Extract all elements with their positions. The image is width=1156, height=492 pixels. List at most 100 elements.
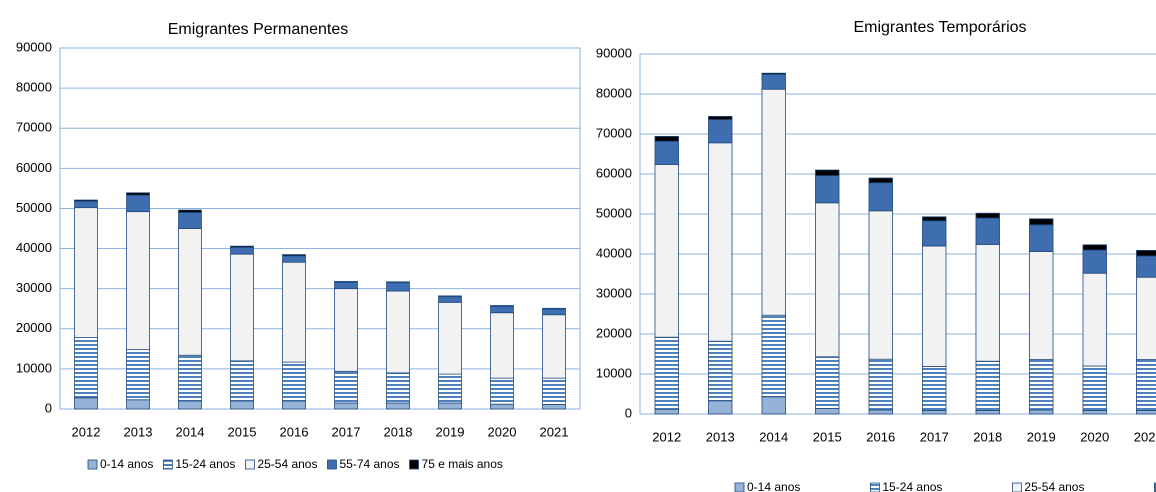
x-tick-label: 2021 [1134, 429, 1156, 444]
bar-segment [74, 200, 98, 209]
x-tick-label: 2014 [759, 429, 788, 444]
bar-segment [230, 400, 254, 410]
bar-segment [708, 116, 733, 121]
bar-segment [654, 140, 679, 165]
legend-label: 25-54 anos [1024, 480, 1084, 492]
bar-segment [126, 211, 150, 351]
bar-segment [868, 210, 893, 360]
bar-segment [334, 281, 358, 283]
bar-segment [282, 400, 306, 410]
y-tick-label: 90000 [596, 45, 632, 60]
x-tick-label: 2020 [1080, 429, 1109, 444]
bar-segment [178, 400, 202, 410]
bar-segment [815, 169, 840, 176]
bar-segment [542, 377, 566, 405]
bar-segment [386, 372, 410, 404]
bar-segment [761, 74, 786, 90]
legend-swatch [162, 459, 173, 470]
bar-segment [868, 409, 893, 415]
bar-segment [815, 356, 840, 409]
x-tick-label: 2019 [1027, 429, 1056, 444]
bar-segment [490, 377, 514, 405]
bar-segment [868, 177, 893, 184]
bar-segment [1082, 409, 1107, 415]
legend-swatch [87, 459, 98, 470]
y-tick-label: 0 [625, 405, 632, 420]
bar-segment [708, 340, 733, 402]
bar-segment [654, 336, 679, 410]
bar-segment [282, 361, 306, 402]
bar-segment [975, 360, 1000, 411]
bar-segment [386, 402, 410, 410]
bar-segment [1029, 224, 1054, 253]
x-tick-label: 2014 [176, 424, 205, 439]
bar-segment [975, 243, 1000, 362]
bar-segment [922, 245, 947, 367]
y-tick-label: 70000 [16, 120, 52, 135]
bar-segment [815, 407, 840, 415]
bar-segment [1082, 365, 1107, 411]
x-tick-label: 2018 [384, 424, 413, 439]
bar-segment [761, 72, 786, 75]
bar-segment [868, 358, 893, 411]
bar-segment [1082, 244, 1107, 251]
bar-segment [334, 370, 358, 404]
bar-segment [126, 349, 150, 401]
bar-segment [1136, 409, 1156, 415]
bar-segment [126, 399, 150, 410]
y-tick-label: 50000 [596, 205, 632, 220]
bar-segment [438, 295, 462, 298]
bar-segment [922, 216, 947, 222]
legend-swatch [409, 459, 419, 470]
bar-segment [1029, 409, 1054, 415]
x-tick-label: 2015 [813, 429, 842, 444]
bar-segment [490, 403, 514, 410]
y-tick-label: 20000 [16, 320, 52, 335]
legend-swatch [327, 459, 337, 470]
x-tick-label: 2018 [973, 429, 1002, 444]
legend-label: 0-14 anos [100, 457, 153, 471]
bar-segment [438, 373, 462, 404]
bar-segment [708, 119, 733, 144]
legend-swatch [869, 482, 880, 492]
bar-segment [178, 354, 202, 402]
y-tick-label: 40000 [596, 245, 632, 260]
bar-segment [178, 212, 202, 229]
legend-label: 55-74 anos [339, 457, 399, 471]
y-tick-label: 40000 [16, 240, 52, 255]
bar-segment [654, 163, 679, 338]
bar-segment [386, 282, 410, 292]
bar-segment [654, 135, 679, 142]
bar-segment [230, 245, 254, 248]
bar-segment [542, 314, 566, 379]
x-tick-label: 2020 [488, 424, 517, 439]
legend-swatch [1154, 482, 1156, 492]
bar-segment [761, 88, 786, 316]
bar-segment [230, 253, 254, 362]
bar-segment [74, 199, 98, 202]
bar-segment [490, 305, 514, 307]
bar-segment [230, 360, 254, 402]
bar-segment [1029, 359, 1054, 411]
bar-segment [922, 365, 947, 411]
y-tick-label: 90000 [16, 39, 52, 54]
y-tick-label: 20000 [596, 325, 632, 340]
x-tick-label: 2019 [436, 424, 465, 439]
bar-segment [1029, 251, 1054, 361]
bar-segment [1082, 272, 1107, 367]
legend-label: 15-24 anos [882, 480, 942, 492]
bar-segment [438, 402, 462, 410]
x-tick-label: 2012 [652, 429, 681, 444]
legend-swatch [1012, 482, 1022, 492]
x-tick-label: 2012 [72, 424, 101, 439]
y-tick-label: 30000 [596, 285, 632, 300]
bar-segment [126, 192, 150, 196]
x-tick-label: 2017 [332, 424, 361, 439]
bar-segment [1136, 249, 1156, 257]
bar-segment [975, 217, 1000, 245]
x-tick-label: 2016 [280, 424, 309, 439]
bar-segment [761, 314, 786, 398]
x-tick-label: 2013 [706, 429, 735, 444]
y-tick-label: 60000 [596, 165, 632, 180]
y-tick-label: 10000 [596, 365, 632, 380]
